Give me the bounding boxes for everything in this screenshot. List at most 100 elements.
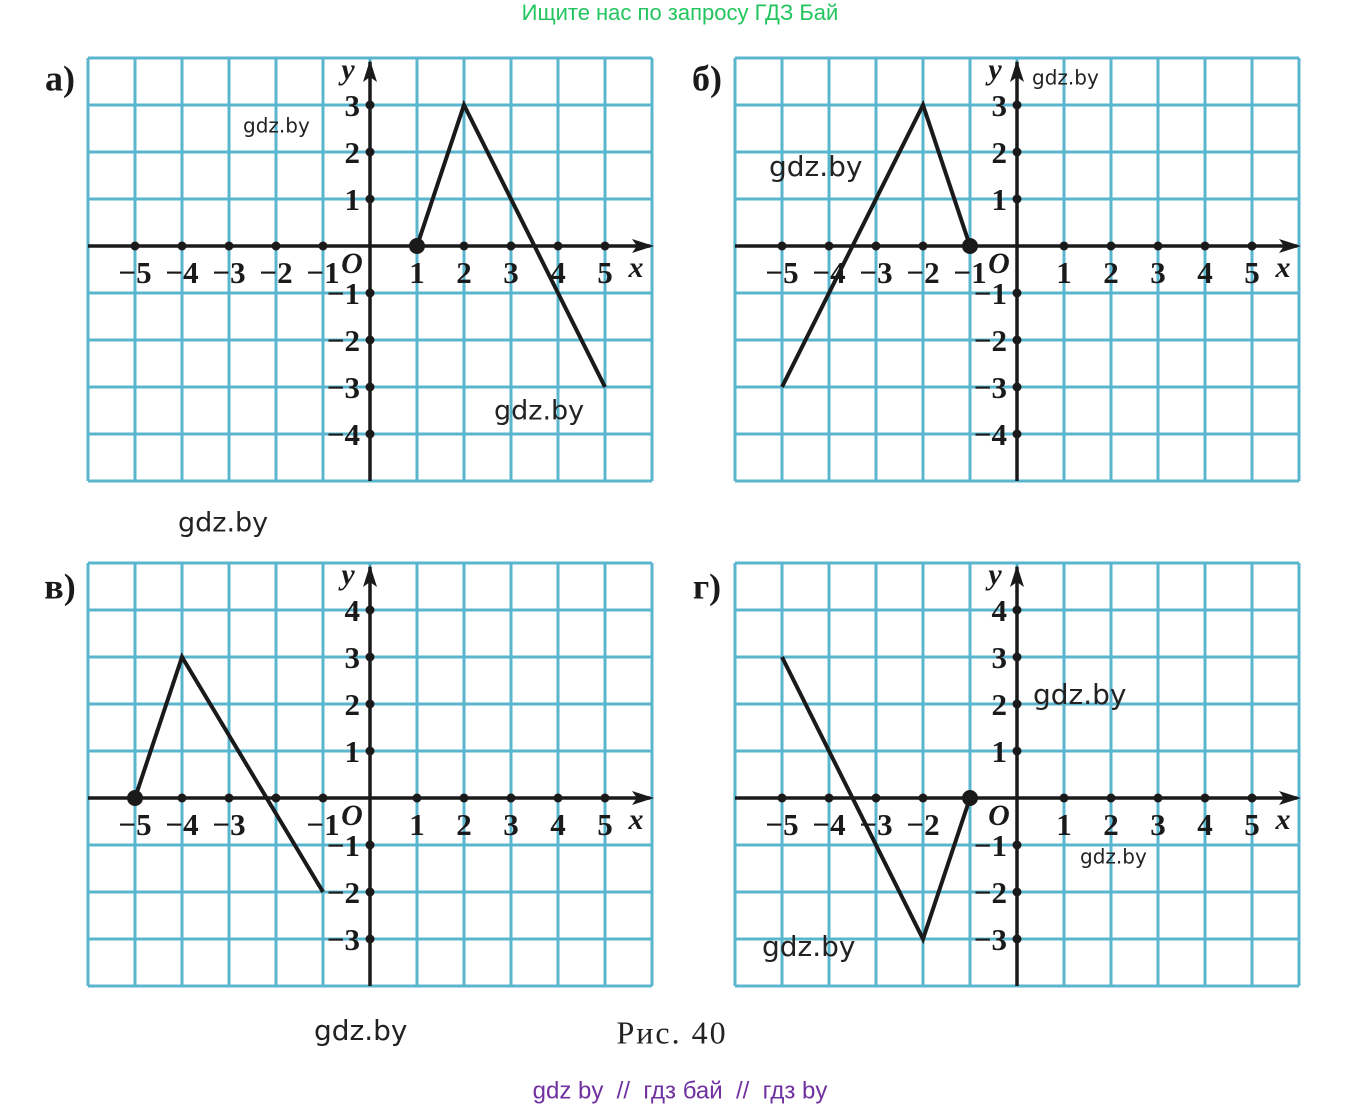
y-tick-label: −1 [974,276,1007,311]
watermark: gdz.by [243,114,310,138]
y-tick-dot [365,840,375,850]
y-tick-dot [1012,840,1022,850]
origin-label: O [341,247,363,280]
x-tick-label: 4 [1197,807,1213,842]
y-axis-label: y [338,53,355,86]
x-tick-dot [1106,241,1116,251]
y-tick-label: 1 [345,734,361,769]
y-tick-dot [1012,194,1022,204]
x-tick-dot [1059,241,1069,251]
watermark: gdz.by [314,1014,408,1047]
y-tick-label: −3 [974,370,1007,405]
footer: gdz by // гдз бай // гдз by [533,1077,828,1104]
origin-label: O [988,799,1010,832]
y-arrow [363,565,377,587]
y-tick-dot [1012,382,1022,392]
x-tick-dot [459,241,469,251]
y-tick-label: 3 [992,88,1008,123]
x-tick-dot [224,793,234,803]
x-tick-dot [918,793,928,803]
x-tick-label: −1 [306,255,339,290]
x-tick-label: −3 [212,255,245,290]
x-axis-label: x [1275,251,1291,284]
panel-title: в) [44,566,75,606]
y-tick-label: 3 [345,88,361,123]
x-tick-label: 3 [1150,807,1166,842]
x-tick-label: 5 [1244,807,1260,842]
y-tick-label: −3 [327,370,360,405]
x-tick-label: −5 [765,255,798,290]
x-tick-label: −4 [165,807,198,842]
y-tick-label: −3 [974,922,1007,957]
y-arrow [1010,60,1024,82]
x-tick-label: 2 [1103,255,1119,290]
y-tick-dot [1012,100,1022,110]
y-axis-label: y [985,558,1002,591]
y-tick-label: 2 [992,687,1008,722]
origin-label: O [988,247,1010,280]
x-tick-dot [600,241,610,251]
y-tick-label: −2 [974,875,1007,910]
y-tick-label: 1 [992,734,1008,769]
origin-label: O [341,799,363,832]
y-tick-dot [1012,652,1022,662]
x-tick-dot [177,793,187,803]
x-tick-dot [1247,241,1257,251]
x-tick-dot [224,241,234,251]
x-arrow [632,791,654,805]
x-tick-dot [777,793,787,803]
y-tick-dot [1012,934,1022,944]
x-tick-dot [1200,241,1210,251]
y-tick-label: 4 [345,593,361,628]
graph-line [133,652,325,894]
x-tick-dot [412,793,422,803]
x-tick-label: −1 [953,255,986,290]
x-tick-label: −3 [859,255,892,290]
point-dot [127,790,143,806]
x-tick-dot [271,241,281,251]
x-tick-dot [459,793,469,803]
panel-title: а) [45,58,75,98]
y-tick-label: −2 [974,323,1007,358]
caption: Рис. 40 [616,1014,727,1050]
x-arrow [1279,239,1301,253]
x-axis-label: x [1275,803,1291,836]
y-tick-dot [1012,147,1022,157]
panel-title: б) [692,58,722,98]
y-tick-dot [365,194,375,204]
x-tick-dot [130,241,140,251]
x-tick-label: 4 [1197,255,1213,290]
graph-line [415,99,607,388]
x-tick-dot [824,241,834,251]
y-tick-dot [365,887,375,897]
y-tick-label: 4 [992,593,1008,628]
y-tick-dot [1012,288,1022,298]
x-tick-dot [506,241,516,251]
x-tick-label: 2 [1103,807,1119,842]
x-tick-dot [1106,793,1116,803]
y-tick-dot [365,605,375,615]
x-tick-label: 4 [550,807,566,842]
x-axis-label: x [628,803,644,836]
y-tick-dot [365,746,375,756]
x-tick-label: −2 [906,255,939,290]
x-tick-label: 2 [456,255,472,290]
x-tick-label: 3 [1150,255,1166,290]
panel-title: г) [693,566,721,606]
x-tick-label: −1 [306,807,339,842]
x-tick-label: −4 [812,807,845,842]
y-arrow [1010,565,1024,587]
point-dot [962,790,978,806]
x-tick-label: 1 [409,255,425,290]
x-tick-label: 1 [409,807,425,842]
x-tick-dot [271,793,281,803]
y-axis-label: y [338,558,355,591]
x-tick-label: 5 [597,255,613,290]
x-tick-dot [553,793,563,803]
x-tick-label: −5 [765,807,798,842]
watermark: gdz.by [762,930,856,963]
x-tick-dot [1247,793,1257,803]
x-tick-dot [177,241,187,251]
